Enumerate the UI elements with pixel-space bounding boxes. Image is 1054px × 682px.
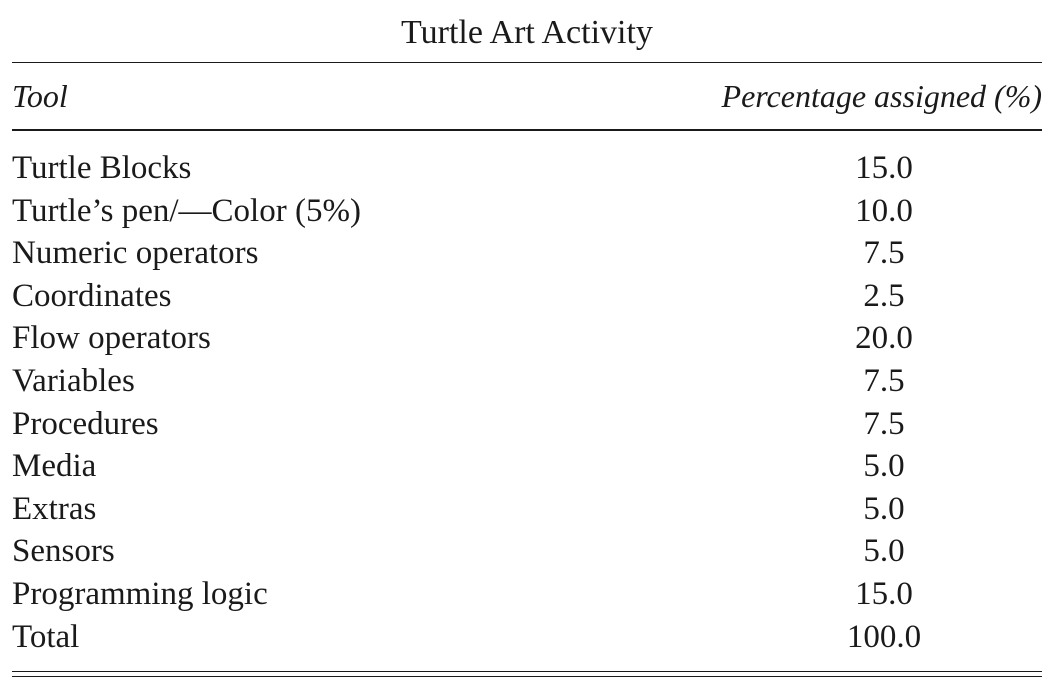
cell-percentage: 7.5 — [863, 405, 905, 442]
table-row: Extras 5.0 — [12, 488, 1042, 531]
cell-tool: Programming logic — [12, 575, 268, 612]
cell-tool: Procedures — [12, 405, 159, 442]
cell-percentage: 15.0 — [855, 575, 913, 612]
top-rule — [12, 62, 1042, 63]
cell-tool: Sensors — [12, 533, 115, 570]
table-row: Sensors 5.0 — [12, 530, 1042, 573]
cell-tool: Turtle’s pen/—Color (5%) — [12, 192, 361, 229]
header-row: Tool Percentage assigned (%) — [12, 63, 1042, 129]
cell-percentage: 5.0 — [863, 533, 905, 570]
table-row: Procedures 7.5 — [12, 403, 1042, 446]
table-body: Turtle Blocks 15.0 Turtle’s pen/—Color (5%… — [12, 131, 1042, 658]
cell-percentage: 10.0 — [855, 192, 913, 229]
cell-percentage: 100.0 — [846, 618, 922, 655]
bottom-double-rule — [12, 671, 1042, 677]
table-row: Flow operators 20.0 — [12, 317, 1042, 360]
table-row: Total 100.0 — [12, 616, 1042, 659]
cell-percentage: 20.0 — [855, 320, 913, 357]
cell-tool: Numeric operators — [12, 235, 259, 272]
table-row: Turtle’s pen/—Color (5%) 10.0 — [12, 190, 1042, 233]
data-table: Turtle Art Activity Tool Percentage assi… — [12, 0, 1042, 658]
cell-tool: Total — [12, 618, 80, 655]
table-row: Turtle Blocks 15.0 — [12, 147, 1042, 190]
table-row: Coordinates 2.5 — [12, 275, 1042, 318]
cell-tool: Flow operators — [12, 320, 211, 357]
column-header-percentage: Percentage assigned (%) — [721, 77, 1042, 114]
cell-tool: Variables — [12, 362, 135, 399]
cell-percentage: 5.0 — [863, 448, 905, 485]
cell-percentage: 15.0 — [855, 150, 913, 186]
cell-tool: Turtle Blocks — [12, 150, 192, 186]
cell-percentage: 7.5 — [863, 362, 905, 399]
column-header-tool: Tool — [12, 77, 68, 114]
table-row: Variables 7.5 — [12, 360, 1042, 403]
table-row: Programming logic 15.0 — [12, 573, 1042, 616]
table-caption: Turtle Art Activity — [401, 14, 653, 51]
cell-tool: Media — [12, 448, 97, 485]
table-row: Media 5.0 — [12, 445, 1042, 488]
header-rule — [12, 129, 1042, 131]
table-row: Numeric operators 7.5 — [12, 232, 1042, 275]
cell-percentage: 2.5 — [863, 277, 905, 314]
cell-tool: Extras — [12, 490, 97, 527]
cell-percentage: 5.0 — [863, 490, 905, 527]
cell-percentage: 7.5 — [863, 235, 905, 272]
cell-tool: Coordinates — [12, 277, 172, 314]
